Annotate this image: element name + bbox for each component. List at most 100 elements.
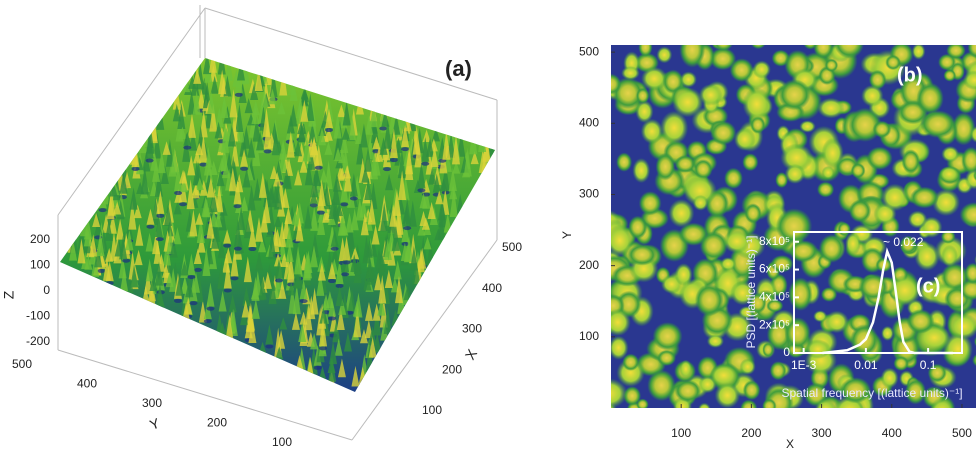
spike — [443, 213, 452, 233]
spike — [372, 306, 381, 336]
spike — [232, 69, 241, 87]
blob — [621, 66, 640, 81]
blob — [709, 47, 737, 71]
spike — [389, 128, 398, 159]
shadow — [189, 301, 198, 306]
blob — [611, 335, 629, 360]
shadow — [340, 202, 349, 207]
spike — [304, 250, 313, 273]
blob — [930, 397, 954, 408]
blob — [920, 216, 943, 238]
blob — [623, 386, 642, 406]
shadow — [349, 196, 358, 201]
spike — [269, 69, 278, 98]
blob — [817, 97, 845, 119]
y-tick-label: 8x10⁵ — [759, 234, 790, 248]
y-tick-label: 500 — [579, 44, 599, 58]
blob — [679, 359, 693, 379]
z-axis-label: Z — [1, 290, 17, 299]
shadow — [178, 202, 187, 207]
spike — [374, 272, 383, 291]
spike — [348, 113, 357, 141]
spike — [279, 67, 288, 96]
blob — [901, 149, 921, 174]
spike — [297, 121, 306, 135]
spike — [258, 274, 267, 300]
spike — [434, 228, 443, 241]
spike — [423, 236, 432, 250]
spike — [241, 300, 250, 318]
spike — [255, 251, 264, 271]
shadow — [199, 162, 208, 167]
spike — [300, 87, 309, 100]
shadow — [265, 344, 274, 349]
shadow — [325, 128, 334, 133]
spike — [116, 218, 125, 240]
spike — [370, 116, 379, 144]
blob — [674, 379, 702, 403]
tick-label: 400 — [77, 377, 97, 391]
spike — [414, 140, 423, 168]
blob — [943, 69, 957, 82]
blob — [880, 367, 899, 389]
spike — [196, 216, 205, 244]
spike — [140, 165, 149, 195]
blob — [813, 45, 834, 59]
blob — [893, 356, 909, 371]
spike — [333, 172, 342, 192]
spike — [365, 114, 374, 135]
blob — [635, 100, 654, 124]
spike — [251, 100, 260, 116]
spike — [69, 239, 78, 261]
spike — [405, 146, 414, 175]
spike — [134, 249, 143, 266]
spike — [340, 133, 349, 154]
blob — [814, 398, 837, 408]
spike — [379, 137, 388, 155]
shadow — [314, 165, 323, 170]
blob — [729, 58, 754, 82]
spike — [172, 104, 181, 122]
blob — [780, 143, 813, 173]
spike — [252, 115, 261, 142]
spike — [327, 357, 336, 373]
spike — [265, 324, 274, 345]
shadow — [233, 246, 242, 251]
spike — [442, 130, 451, 160]
shadow — [206, 306, 215, 311]
shadow — [223, 288, 232, 293]
blob — [824, 58, 839, 72]
shadow — [319, 346, 328, 351]
spike — [377, 249, 386, 278]
spike — [329, 341, 338, 365]
spike — [356, 137, 365, 165]
blob — [959, 202, 976, 228]
spike — [246, 306, 255, 333]
spike — [258, 172, 267, 198]
spike — [244, 98, 253, 114]
spike — [94, 218, 103, 236]
blob — [632, 158, 651, 184]
spike — [392, 114, 401, 135]
spike — [397, 149, 406, 179]
spike — [211, 223, 220, 249]
blob — [964, 262, 976, 285]
blob — [821, 137, 844, 169]
spike — [359, 329, 368, 344]
spike — [285, 225, 294, 248]
spike — [217, 58, 226, 75]
y-tick-label: 100 — [579, 329, 599, 343]
blob — [714, 382, 741, 408]
spike — [367, 198, 376, 225]
spike — [408, 200, 417, 227]
shadow — [187, 275, 196, 280]
spike — [314, 144, 323, 166]
blob — [784, 317, 811, 350]
spike — [222, 160, 231, 179]
x-axis-label: X — [462, 346, 481, 363]
spike — [130, 264, 139, 288]
x-tick-label: 500 — [952, 426, 972, 440]
spike — [131, 145, 140, 167]
spike — [157, 150, 166, 174]
spike — [228, 294, 237, 313]
